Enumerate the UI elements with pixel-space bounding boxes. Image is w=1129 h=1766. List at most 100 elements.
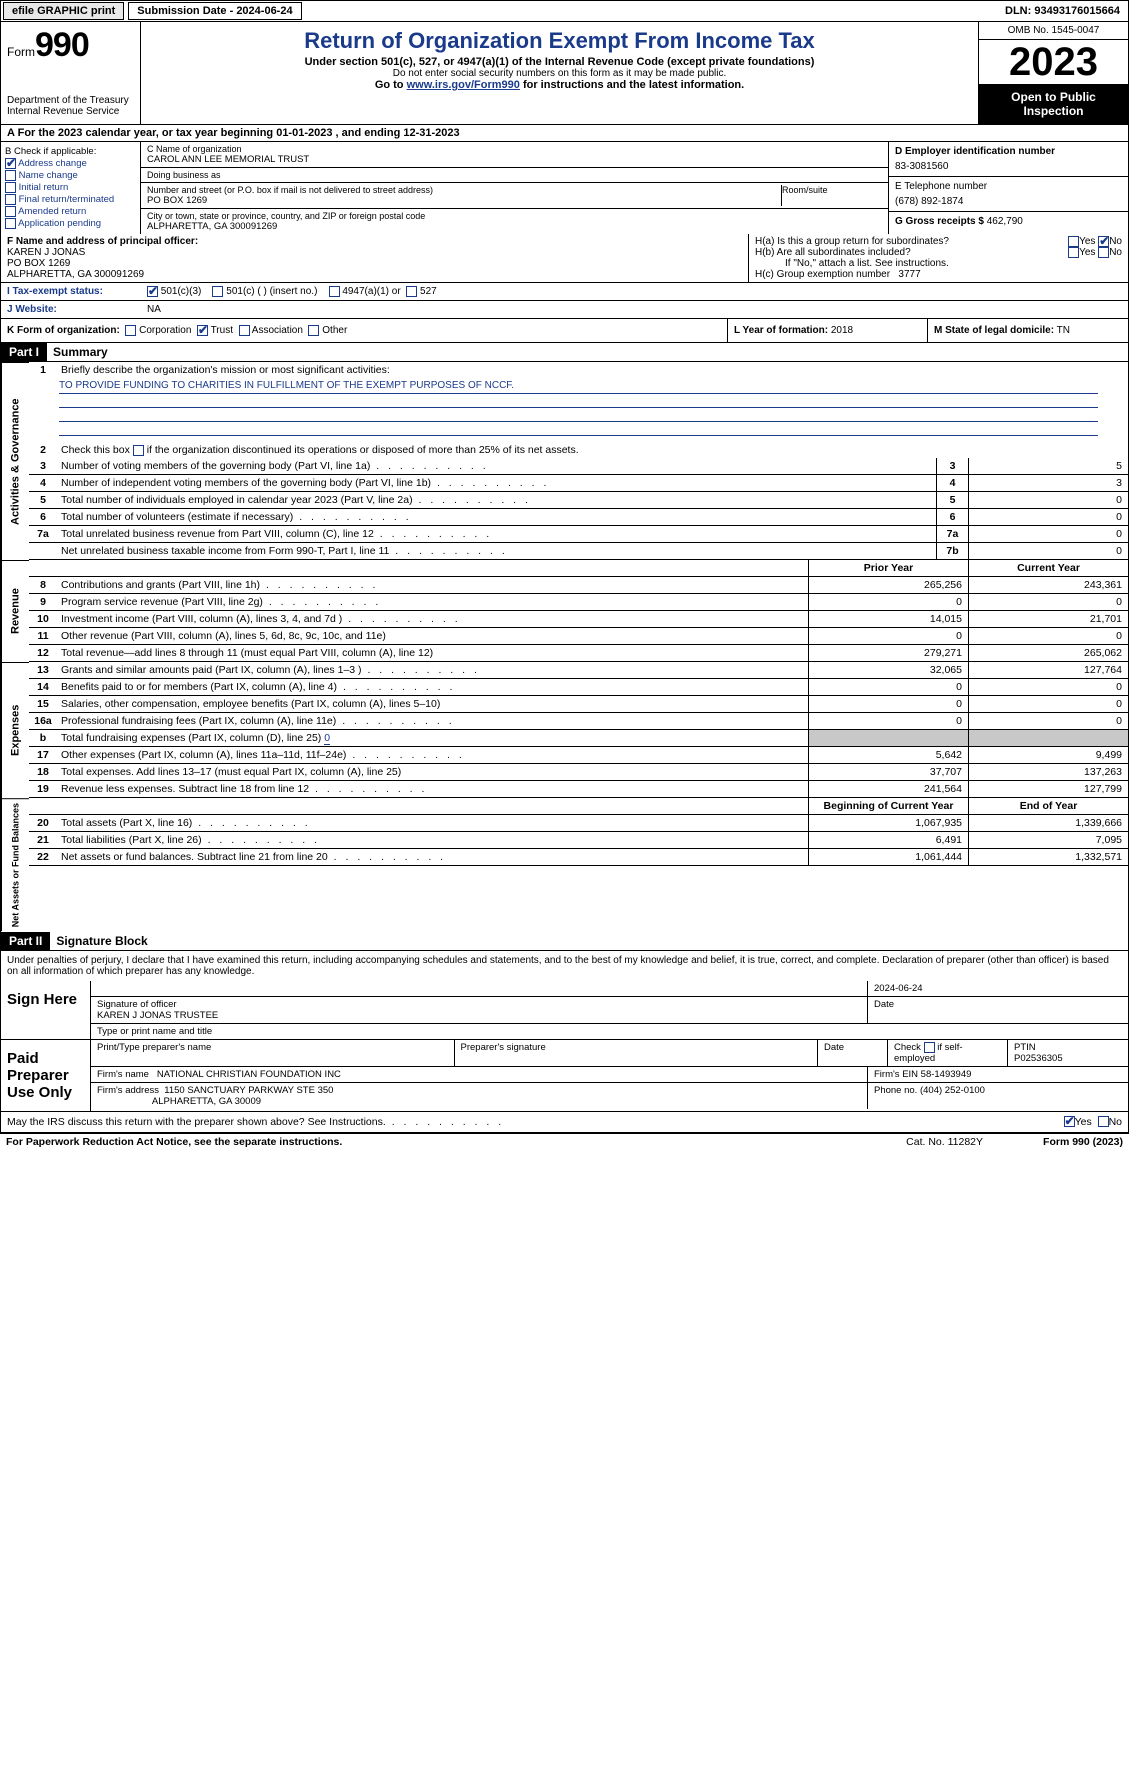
line-5: Total number of individuals employed in … — [57, 492, 936, 508]
line-10: Investment income (Part VIII, column (A)… — [57, 611, 808, 627]
efile-button[interactable]: efile GRAPHIC print — [3, 2, 124, 20]
line-12: Total revenue—add lines 8 through 11 (mu… — [57, 645, 808, 661]
chk-discontinued[interactable] — [133, 445, 144, 456]
p13: 32,065 — [808, 662, 968, 678]
vlabel-net-assets: Net Assets or Fund Balances — [1, 798, 29, 931]
open-to-public: Open to Public Inspection — [979, 84, 1128, 124]
hc-label: H(c) Group exemption number — [755, 269, 890, 280]
perjury-statement: Under penalties of perjury, I declare th… — [0, 951, 1129, 981]
begin-year-header: Beginning of Current Year — [808, 798, 968, 814]
hb-label: H(b) Are all subordinates included? — [755, 247, 1068, 258]
tax-year: 2023 — [979, 40, 1128, 84]
firm-addr2: ALPHARETTA, GA 30009 — [152, 1096, 261, 1107]
no-label2: No — [1109, 247, 1122, 258]
chk-address-change[interactable]: Address change — [5, 158, 136, 169]
ha-yes-chk[interactable] — [1068, 236, 1079, 247]
line-11: Other revenue (Part VIII, column (A), li… — [57, 628, 808, 644]
ptin-label: PTIN — [1014, 1042, 1122, 1053]
firm-name-value: NATIONAL CHRISTIAN FOUNDATION INC — [157, 1069, 341, 1080]
chk-trust[interactable] — [197, 325, 208, 336]
c13: 127,764 — [968, 662, 1128, 678]
net-assets-section: Net Assets or Fund Balances Beginning of… — [0, 798, 1129, 931]
line-18: Total expenses. Add lines 13–17 (must eq… — [57, 764, 808, 780]
c21: 7,095 — [968, 832, 1128, 848]
chk-corp[interactable] — [125, 325, 136, 336]
l-value: 2018 — [831, 325, 853, 336]
top-bar: efile GRAPHIC print Submission Date - 20… — [0, 0, 1129, 22]
firm-addr1: 1150 SANCTUARY PARKWAY STE 350 — [164, 1085, 333, 1096]
chk-4947[interactable] — [329, 286, 340, 297]
val-16b: 0 — [324, 732, 330, 745]
chk-501c[interactable] — [212, 286, 223, 297]
org-name: CAROL ANN LEE MEMORIAL TRUST — [147, 154, 882, 165]
c9: 0 — [968, 594, 1128, 610]
line-2: Check this box if the organization disco… — [57, 442, 1128, 458]
part-ii-title: Signature Block — [50, 934, 147, 948]
discuss-yes: Yes — [1075, 1116, 1092, 1128]
irs-link[interactable]: www.irs.gov/Form990 — [407, 79, 520, 91]
discuss-yes-chk[interactable] — [1064, 1116, 1075, 1127]
officer-name: KAREN J JONAS — [7, 247, 742, 258]
c22: 1,332,571 — [968, 849, 1128, 865]
chk-amended[interactable]: Amended return — [5, 206, 136, 217]
opt-4947: 4947(a)(1) or — [342, 286, 400, 297]
p10: 14,015 — [808, 611, 968, 627]
c11: 0 — [968, 628, 1128, 644]
p19: 241,564 — [808, 781, 968, 797]
chk-application-pending[interactable]: Application pending — [5, 218, 136, 229]
website-value: NA — [141, 301, 167, 318]
c19: 127,799 — [968, 781, 1128, 797]
c8: 243,361 — [968, 577, 1128, 593]
sign-here-block: Sign Here 2024-06-24 Signature of office… — [0, 981, 1129, 1040]
p14: 0 — [808, 679, 968, 695]
date-label: Date — [868, 997, 1128, 1023]
hb-yes-chk[interactable] — [1068, 247, 1079, 258]
c17: 9,499 — [968, 747, 1128, 763]
tax-year-range: For the 2023 calendar year, or tax year … — [18, 127, 460, 139]
row-j: J Website: NA — [0, 301, 1129, 319]
line-3: Number of voting members of the governin… — [57, 458, 936, 474]
chk-final-return[interactable]: Final return/terminated — [5, 194, 136, 205]
opt-assoc: Association — [252, 325, 303, 336]
p20: 1,067,935 — [808, 815, 968, 831]
addr-label: Number and street (or P.O. box if mail i… — [147, 185, 781, 195]
val-4: 3 — [968, 475, 1128, 491]
line-16a: Professional fundraising fees (Part IX, … — [57, 713, 808, 729]
subtitle-2: Do not enter social security numbers on … — [147, 68, 972, 79]
chk-other[interactable] — [308, 325, 319, 336]
j-label: J Website: — [7, 304, 57, 315]
val-3: 5 — [968, 458, 1128, 474]
opt-corp: Corporation — [139, 325, 191, 336]
hb-no-chk[interactable] — [1098, 247, 1109, 258]
part-ii-bar: Part II Signature Block — [0, 932, 1129, 951]
discuss-no-chk[interactable] — [1098, 1116, 1109, 1127]
chk-self-employed[interactable] — [924, 1042, 935, 1053]
p16a: 0 — [808, 713, 968, 729]
f-label: F Name and address of principal officer: — [7, 236, 198, 247]
chk-name-change[interactable]: Name change — [5, 170, 136, 181]
vlabel-revenue: Revenue — [1, 560, 29, 662]
row-k-l-m: K Form of organization: Corporation Trus… — [0, 319, 1129, 343]
prep-name-label: Print/Type preparer's name — [91, 1040, 455, 1066]
type-name-label: Type or print name and title — [91, 1024, 1128, 1039]
vlabel-governance: Activities & Governance — [1, 362, 29, 560]
officer-addr2: ALPHARETTA, GA 300091269 — [7, 269, 742, 280]
chk-501c3[interactable] — [147, 286, 158, 297]
line-7b: Net unrelated business taxable income fr… — [57, 543, 936, 559]
officer-addr1: PO BOX 1269 — [7, 258, 742, 269]
line-9: Program service revenue (Part VIII, line… — [57, 594, 808, 610]
ha-no-chk[interactable] — [1098, 236, 1109, 247]
phone-value: (404) 252-0100 — [920, 1085, 985, 1096]
c20: 1,339,666 — [968, 815, 1128, 831]
chk-assoc[interactable] — [239, 325, 250, 336]
revenue-section: Revenue Prior Year Current Year 8Contrib… — [0, 560, 1129, 662]
c16a: 0 — [968, 713, 1128, 729]
c10: 21,701 — [968, 611, 1128, 627]
prior-year-header: Prior Year — [808, 560, 968, 576]
firm-addr-label: Firm's address — [97, 1085, 159, 1096]
sig-officer-label: Signature of officer — [97, 999, 861, 1010]
chk-527[interactable] — [406, 286, 417, 297]
p12: 279,271 — [808, 645, 968, 661]
chk-initial-return[interactable]: Initial return — [5, 182, 136, 193]
p9: 0 — [808, 594, 968, 610]
